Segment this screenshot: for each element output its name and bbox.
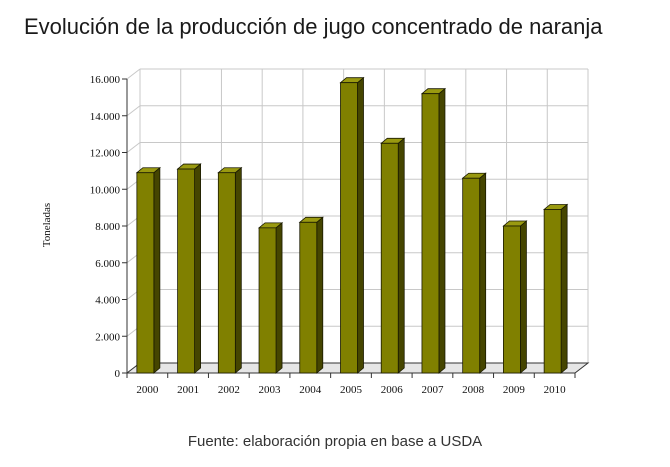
x-tick-label: 2003 (259, 384, 282, 396)
bar-2002 (217, 166, 243, 374)
x-tick-label: 2004 (299, 384, 322, 396)
y-axis-label: Toneladas (41, 202, 53, 248)
x-tick-label: 2001 (177, 384, 199, 396)
gridline-side (126, 142, 141, 153)
bar-front (543, 209, 562, 374)
y-tick-label: 16.000 (90, 74, 121, 86)
bar-front (340, 82, 358, 374)
bar-side (153, 166, 161, 374)
bar-front (177, 168, 195, 374)
label-layer: 0 2.000 4.000 6.000 8.000 10.000 12.000 14.000 1… (90, 74, 566, 396)
x-tick-label: 2005 (340, 384, 363, 396)
bar-2004 (298, 216, 324, 374)
gridline-side (126, 105, 141, 117)
y-tick-label: 14.000 (90, 111, 121, 123)
bar-side (275, 221, 283, 374)
bar-side (560, 203, 568, 374)
bar-front (462, 177, 481, 374)
y-tick-label: 8.000 (95, 221, 120, 233)
source-note: Fuente: elaboración propia en base a USD… (187, 433, 483, 450)
x-tick-label: 2006 (381, 384, 404, 396)
bar-2008 (461, 172, 487, 374)
bar-layer (135, 76, 569, 374)
bar-side (234, 166, 242, 374)
x-tick-label: 2002 (218, 384, 240, 396)
bar-front (136, 172, 155, 374)
y-tick-label: 6.000 (95, 258, 120, 270)
bar-2007 (420, 87, 447, 374)
x-tick-label: 2009 (503, 384, 526, 396)
y-tick-label: 2.000 (95, 331, 120, 343)
x-tick-label: 2008 (462, 384, 485, 396)
bar-side (194, 163, 201, 374)
y-tick-label: 12.000 (90, 148, 121, 160)
bar-side (520, 220, 527, 374)
bar-side (397, 137, 405, 374)
gridline-side (126, 68, 141, 80)
bar-front (380, 142, 399, 374)
bar-2006 (380, 137, 406, 374)
y-tick-label: 4.000 (95, 295, 120, 307)
bar-side (357, 76, 364, 374)
bar-front (299, 221, 318, 374)
bar-front (421, 93, 440, 374)
bar-2009 (502, 220, 528, 374)
y-tick-label: 10.000 (90, 184, 121, 196)
bar-2003 (257, 221, 284, 374)
bar-2010 (543, 203, 569, 374)
chart-title: Evolución de la producción de jugo conce… (24, 14, 603, 39)
bar-2000 (135, 166, 161, 374)
bar-side (316, 216, 324, 374)
bar-front (258, 227, 277, 374)
bar-front (503, 225, 521, 374)
bar-2001 (176, 163, 202, 374)
bar-side (438, 87, 446, 374)
y-tick-label: 0 (115, 368, 121, 380)
bar-2005 (339, 76, 365, 374)
x-tick-label: 2007 (421, 384, 444, 396)
bar-front (217, 172, 236, 374)
bar-side (479, 172, 487, 374)
x-tick-label: 2000 (136, 384, 159, 396)
x-tick-label: 2010 (544, 384, 567, 396)
